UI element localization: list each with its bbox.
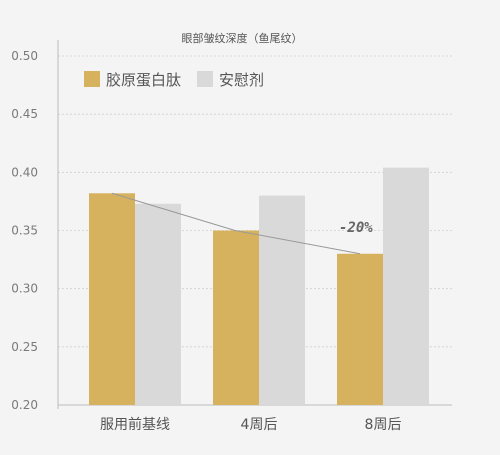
bar-collagen-1 bbox=[213, 230, 259, 405]
reduction-annotation: -20% bbox=[339, 220, 373, 236]
y-tick-label: 0.45 bbox=[11, 107, 38, 121]
legend-label-collagen: 胶原蛋白肽 bbox=[106, 71, 181, 89]
trend bbox=[111, 192, 361, 255]
x-tick-label: 8周后 bbox=[365, 417, 402, 433]
bar-placebo-0 bbox=[135, 203, 181, 405]
legend-swatch-collagen bbox=[84, 71, 100, 87]
y-tick-label: 0.20 bbox=[11, 398, 38, 412]
bar-placebo-2 bbox=[383, 167, 429, 405]
bar-collagen-0 bbox=[89, 193, 135, 405]
y-tick-label: 0.50 bbox=[11, 49, 38, 63]
bars bbox=[89, 167, 429, 405]
legend-swatch-placebo bbox=[197, 71, 213, 87]
bar-placebo-1 bbox=[259, 195, 305, 405]
y-tick-label: 0.40 bbox=[11, 165, 38, 179]
x-tick-label: 4周后 bbox=[241, 417, 278, 433]
legend: 胶原蛋白肽 安慰剂 bbox=[84, 71, 264, 89]
y-tick-label: 0.35 bbox=[11, 224, 38, 238]
x-tick-label: 服用前基线 bbox=[100, 416, 170, 433]
y-tick-label: 0.30 bbox=[11, 282, 38, 296]
bar-collagen-2 bbox=[337, 253, 383, 405]
chart-title: 眼部皱纹深度（鱼尾纹） bbox=[182, 31, 303, 45]
legend-label-placebo: 安慰剂 bbox=[219, 71, 264, 89]
y-tick-label: 0.25 bbox=[11, 340, 38, 354]
trend-line bbox=[111, 192, 361, 255]
